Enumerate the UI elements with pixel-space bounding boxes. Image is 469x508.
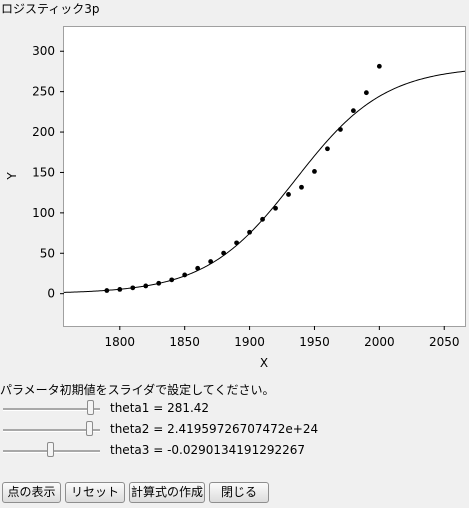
theta2-slider[interactable] <box>3 429 100 432</box>
instruction-text: パラメータ初期値をスライダで設定してください。 <box>0 383 275 397</box>
x-tick-label: 1850 <box>169 335 200 349</box>
theta1-slider-row: theta1 = 281.42 <box>0 400 469 418</box>
theta3-slider-row: theta3 = -0.0290134191292267 <box>0 442 469 460</box>
x-tick-label: 1800 <box>105 335 136 349</box>
data-point <box>325 146 330 152</box>
close-button[interactable]: 閉じる <box>209 482 269 503</box>
theta3-label: theta3 = -0.0290134191292267 <box>110 443 306 457</box>
data-point <box>130 285 136 291</box>
y-tick-label: 0 <box>47 287 55 301</box>
theta2-slider-thumb[interactable] <box>85 421 93 436</box>
data-point <box>117 286 123 292</box>
reset-button[interactable]: リセット <box>65 482 125 503</box>
panel-title: ロジスティック3p <box>1 2 100 16</box>
y-tick-label: 250 <box>32 85 55 99</box>
data-point <box>363 90 369 96</box>
data-point <box>312 169 317 174</box>
data-point <box>234 240 239 246</box>
y-tick-label: 300 <box>32 44 55 58</box>
data-point <box>286 192 291 197</box>
data-point <box>195 265 201 271</box>
x-tick-label: 2000 <box>364 335 395 349</box>
data-point <box>350 108 356 114</box>
plot-frame <box>63 26 466 327</box>
data-point <box>182 272 188 278</box>
x-axis-label: X <box>260 356 268 370</box>
y-tick-label: 200 <box>32 125 55 139</box>
x-tick-label: 1950 <box>299 335 330 349</box>
show-points-button[interactable]: 点の表示 <box>2 482 61 503</box>
theta1-slider[interactable] <box>3 408 100 411</box>
logistic-chart: 1800 1850 1900 1950 2000 2050 0 50 100 150 200 250 3… <box>5 26 466 370</box>
y-axis-label: Y <box>5 172 19 181</box>
x-tick-label: 1900 <box>234 335 265 349</box>
data-point <box>260 216 265 222</box>
data-point <box>143 283 149 289</box>
create-formula-button[interactable]: 計算式の作成 <box>129 482 205 503</box>
x-tick-label: 2050 <box>429 335 460 349</box>
theta1-slider-thumb[interactable] <box>86 400 94 415</box>
theta2-label: theta2 = 2.41959726707472e+24 <box>110 422 319 436</box>
y-tick-label: 150 <box>32 165 55 179</box>
data-point <box>338 127 343 132</box>
theta2-slider-row: theta2 = 2.41959726707472e+24 <box>0 421 469 439</box>
data-point <box>169 277 175 283</box>
data-point <box>299 184 304 190</box>
data-point <box>156 280 162 286</box>
data-point <box>376 63 382 69</box>
data-point <box>104 288 110 293</box>
y-tick-label: 50 <box>40 246 55 260</box>
data-point <box>273 205 278 211</box>
theta1-label: theta1 = 281.42 <box>110 401 210 415</box>
theta3-slider-thumb[interactable] <box>47 442 55 457</box>
data-point <box>221 250 227 256</box>
y-tick-label: 100 <box>32 206 55 220</box>
data-point <box>208 259 214 264</box>
data-point <box>247 229 252 235</box>
